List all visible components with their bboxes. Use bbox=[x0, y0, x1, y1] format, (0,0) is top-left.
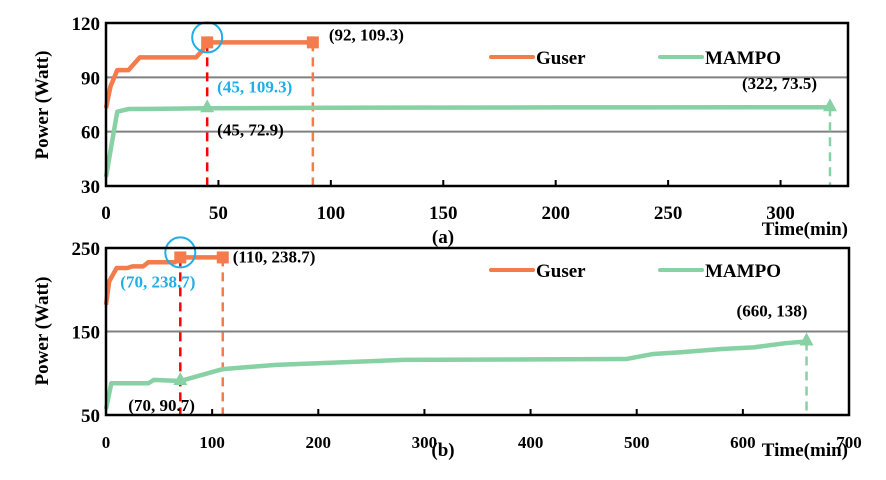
x-tick-label: 300 bbox=[412, 433, 438, 452]
data-annotation: (660, 138) bbox=[737, 302, 808, 321]
x-tick-label: 500 bbox=[624, 433, 650, 452]
triangle-marker bbox=[200, 99, 215, 113]
data-annotation: (70, 238.7) bbox=[120, 272, 195, 291]
x-axis-label: Time(min) bbox=[762, 440, 848, 461]
x-tick-label: 300 bbox=[766, 203, 795, 224]
x-tick-label: 200 bbox=[541, 203, 570, 224]
legend-label-guser: Guser bbox=[536, 48, 586, 69]
x-tick-label: 700 bbox=[836, 433, 862, 452]
data-annotation: (45, 72.9) bbox=[217, 120, 284, 139]
y-tick-label: 150 bbox=[72, 323, 101, 344]
plot-frame bbox=[104, 246, 851, 417]
triangle-marker bbox=[799, 332, 814, 346]
y-tick-label: 60 bbox=[81, 123, 100, 144]
triangle-marker bbox=[173, 372, 188, 386]
plot-frame bbox=[104, 21, 850, 188]
x-tick-label: 400 bbox=[518, 433, 544, 452]
series-line-mampo bbox=[103, 104, 831, 178]
legend-label-guser: Guser bbox=[536, 261, 586, 282]
x-tick-label: 200 bbox=[306, 433, 332, 452]
x-tick-label: 0 bbox=[102, 433, 111, 452]
x-tick-label: 50 bbox=[209, 203, 228, 224]
y-tick-label: 30 bbox=[81, 177, 100, 198]
square-marker bbox=[201, 36, 214, 49]
x-tick-label: 100 bbox=[317, 203, 346, 224]
y-axis-label: Power (Watt) bbox=[32, 51, 53, 160]
y-tick-label: 90 bbox=[81, 68, 100, 89]
chart-panel-b: 50 150 250 0 100 200 300 400 500 600 700 (70, 238.7… bbox=[32, 236, 862, 461]
y-tick-label: 120 bbox=[72, 14, 101, 35]
highlight-circle bbox=[164, 236, 197, 269]
chart-panel-a: 30 60 90 120 0 50 100 150 200 250 300 (45, 109.3) (9… bbox=[32, 14, 850, 248]
x-tick-label: 150 bbox=[429, 203, 458, 224]
square-marker bbox=[216, 251, 229, 264]
square-marker bbox=[174, 251, 187, 264]
data-annotation: (322, 73.5) bbox=[742, 74, 817, 93]
x-tick-label: 0 bbox=[101, 203, 111, 224]
panel-label: (b) bbox=[431, 440, 454, 461]
x-tick-label: 100 bbox=[199, 433, 225, 452]
panel-label: (a) bbox=[432, 227, 454, 248]
series-line-mampo bbox=[103, 339, 807, 410]
triangle-marker bbox=[823, 98, 838, 112]
data-annotation: (110, 238.7) bbox=[233, 247, 316, 266]
x-tick-label: 600 bbox=[730, 433, 756, 452]
y-tick-label: 50 bbox=[81, 406, 100, 427]
x-tick-label: 250 bbox=[654, 203, 683, 224]
legend-label-mampo: MAMPO bbox=[705, 261, 781, 282]
legend-label-mampo: MAMPO bbox=[705, 48, 781, 69]
data-annotation: (45, 109.3) bbox=[217, 77, 292, 96]
data-annotation: (92, 109.3) bbox=[329, 25, 404, 44]
y-tick-label: 250 bbox=[72, 239, 101, 260]
square-marker bbox=[306, 36, 319, 49]
x-axis-label: Time(min) bbox=[762, 219, 848, 240]
data-annotation: (70, 90.7) bbox=[128, 396, 195, 415]
y-axis-label: Power (Watt) bbox=[32, 277, 53, 386]
